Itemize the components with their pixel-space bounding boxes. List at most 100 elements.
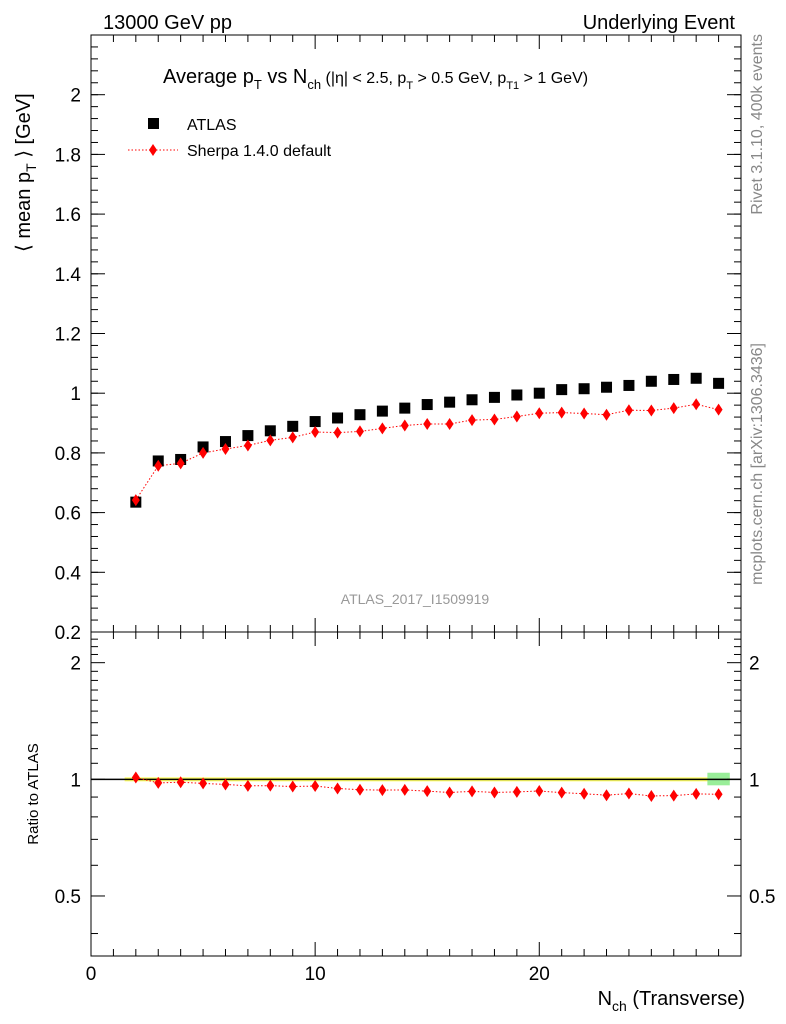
ratio-data-point [378,784,387,797]
atlas-data-point [533,387,545,399]
atlas-data-point [645,375,657,387]
ratio-data-point [580,787,589,800]
ratio-data-point [131,771,140,784]
atlas-data-point [332,412,344,424]
ratio-y-tick-label-right: 2 [749,654,760,675]
sherpa-data-point [243,439,252,452]
ratio-data-point [423,785,432,798]
sherpa-data-point [131,494,140,507]
sherpa-data-point [266,434,275,447]
sherpa-data-point [355,425,364,438]
ratio-data-point [490,786,499,799]
atlas-data-point [601,381,613,393]
main-y-tick-label: 1.4 [55,265,82,286]
main-y-axis: 0.2 0.4 0.6 0.8 1 1.2 1.4 1.6 1.8 2 [55,34,741,644]
sherpa-data-point [221,443,230,456]
atlas-data-point [309,416,321,428]
ratio-data-point [512,785,521,798]
ratio-data-point [624,787,633,800]
ratio-data-point [557,786,566,799]
side-label-rivet: Rivet 3.1.10, 400k events [749,34,766,215]
atlas-data-point [264,425,276,437]
atlas-data-point [466,394,478,406]
ratio-x-axis: 0 10 20 [86,632,742,985]
main-y-tick-label: 0.6 [55,504,81,525]
main-y-tick-label: 0.8 [55,444,81,465]
sherpa-data-point [154,459,163,472]
sherpa-data-point [669,402,678,415]
ratio-y-tick-label: 1 [70,770,81,791]
atlas-data-point [511,389,523,401]
ratio-y-tick-label: 0.5 [55,887,81,908]
atlas-data-point [668,373,680,385]
ratio-data-point [445,786,454,799]
legend-atlas-label: ATLAS [187,117,237,134]
sherpa-data-point [333,426,342,439]
atlas-data-point [690,372,702,384]
sherpa-data-point [378,422,387,435]
header-left: 13000 GeV pp [103,12,232,34]
atlas-data-point [556,384,568,396]
ratio-y-axis: 0.5 0.5 1 1 2 2 [55,638,775,935]
main-panel: 0.2 0.4 0.6 0.8 1 1.2 1.4 1.6 1.8 2 Average pT vs… [13,34,742,644]
sherpa-ratio-line [135,777,719,797]
legend-sherpa-label: Sherpa 1.4.0 default [187,143,332,160]
sherpa-data-point [423,417,432,430]
ratio-panel: 0.5 0.5 1 1 2 2 0 10 20 Ratio to ATLAS Nch (Tra… [25,631,775,1014]
ratio-data-point [176,776,185,789]
ratio-points [131,771,723,802]
sherpa-data-point [400,419,409,432]
atlas-data-point [421,399,433,411]
ratio-data-point [243,779,252,792]
ratio-plot-frame [90,631,742,957]
ratio-data-point [199,777,208,790]
ratio-data-point [355,783,364,796]
ratio-data-point [221,778,230,791]
main-y-tick-label: 1.8 [55,145,81,166]
atlas-data-point [219,436,231,448]
atlas-data-point [713,377,725,389]
sherpa-points [131,398,723,507]
analysis-watermark: ATLAS_2017_I1509919 [341,591,490,607]
sherpa-data-point [445,417,454,430]
ratio-y-tick-label: 2 [70,654,81,675]
legend-atlas-marker [148,118,159,129]
atlas-points [130,372,725,508]
x-tick-label: 0 [86,964,97,985]
atlas-data-point [242,430,254,442]
sherpa-data-point [624,404,633,417]
sherpa-data-point [311,426,320,439]
ratio-data-point [400,783,409,796]
legend: ATLAS Sherpa 1.4.0 default [128,117,332,160]
ratio-data-point [669,789,678,802]
ratio-data-point [714,788,723,801]
sherpa-data-point [490,413,499,426]
ratio-data-point [647,789,656,802]
sherpa-data-point [602,408,611,421]
x-tick-label: 20 [529,964,550,985]
x-axis-label: Nch (Transverse) [598,988,745,1014]
ratio-y-tick-label-right: 0.5 [749,887,775,908]
sherpa-data-point [714,403,723,416]
sherpa-data-point [199,446,208,459]
main-x-axis-ticks [90,35,742,632]
atlas-data-point [399,402,411,414]
x-tick-label: 10 [305,964,326,985]
main-y-tick-label: 1.2 [55,325,81,346]
ratio-data-point [311,780,320,793]
sherpa-data-point [647,404,656,417]
ratio-data-point [154,776,163,789]
header-right: Underlying Event [583,12,736,34]
sherpa-data-point [512,410,521,423]
main-y-axis-label: ⟨ mean pT ⟩ [GeV] [13,93,39,252]
sherpa-data-point [580,407,589,420]
atlas-data-point [376,405,388,417]
ratio-data-point [468,785,477,798]
sherpa-data-point [468,414,477,427]
atlas-data-point [354,409,366,421]
ratio-y-tick-label-right: 1 [749,770,760,791]
ratio-data-point [266,779,275,792]
atlas-data-point [287,420,299,432]
atlas-data-point [578,383,590,395]
